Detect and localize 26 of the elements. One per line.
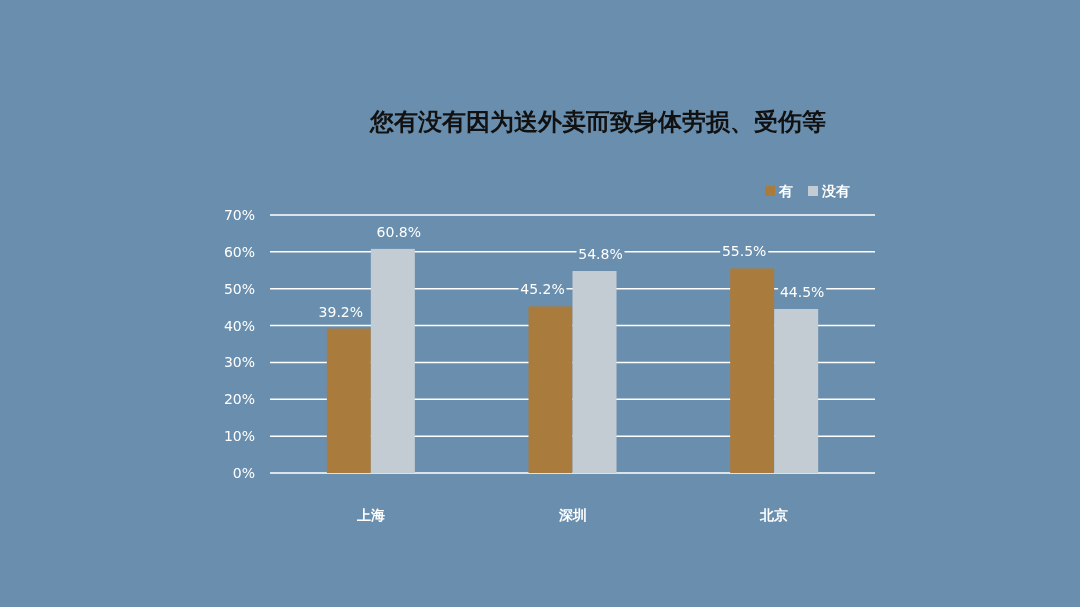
bar — [528, 306, 573, 473]
legend-label: 没有 — [821, 183, 850, 199]
bar — [572, 271, 617, 473]
x-tick-label: 上海 — [355, 507, 385, 523]
x-tick-label: 北京 — [759, 507, 789, 523]
chart-title: 您有没有因为送外卖而致身体劳损、受伤等 — [368, 108, 826, 136]
y-tick-label: 30% — [223, 354, 255, 371]
bar — [326, 328, 371, 473]
y-tick-label: 10% — [223, 428, 255, 445]
y-tick-label: 50% — [223, 280, 255, 297]
bar — [370, 248, 415, 473]
y-tick-label: 70% — [223, 207, 255, 223]
text: 45.2% — [520, 281, 565, 298]
text: 39.2% — [318, 303, 364, 320]
x-tick-label: 深圳 — [557, 507, 587, 523]
y-tick-label: 40% — [223, 317, 255, 334]
bar — [774, 308, 819, 473]
text: 60.8% — [376, 223, 422, 240]
bar — [730, 268, 775, 473]
y-tick-label: 20% — [223, 391, 255, 408]
text: 55.5% — [721, 243, 767, 260]
legend-label: 有 — [778, 183, 793, 199]
text: 54.8% — [578, 246, 623, 263]
text: 44.5% — [779, 283, 825, 300]
y-tick-label: 0% — [232, 465, 255, 481]
y-tick-label: 60% — [223, 243, 255, 260]
